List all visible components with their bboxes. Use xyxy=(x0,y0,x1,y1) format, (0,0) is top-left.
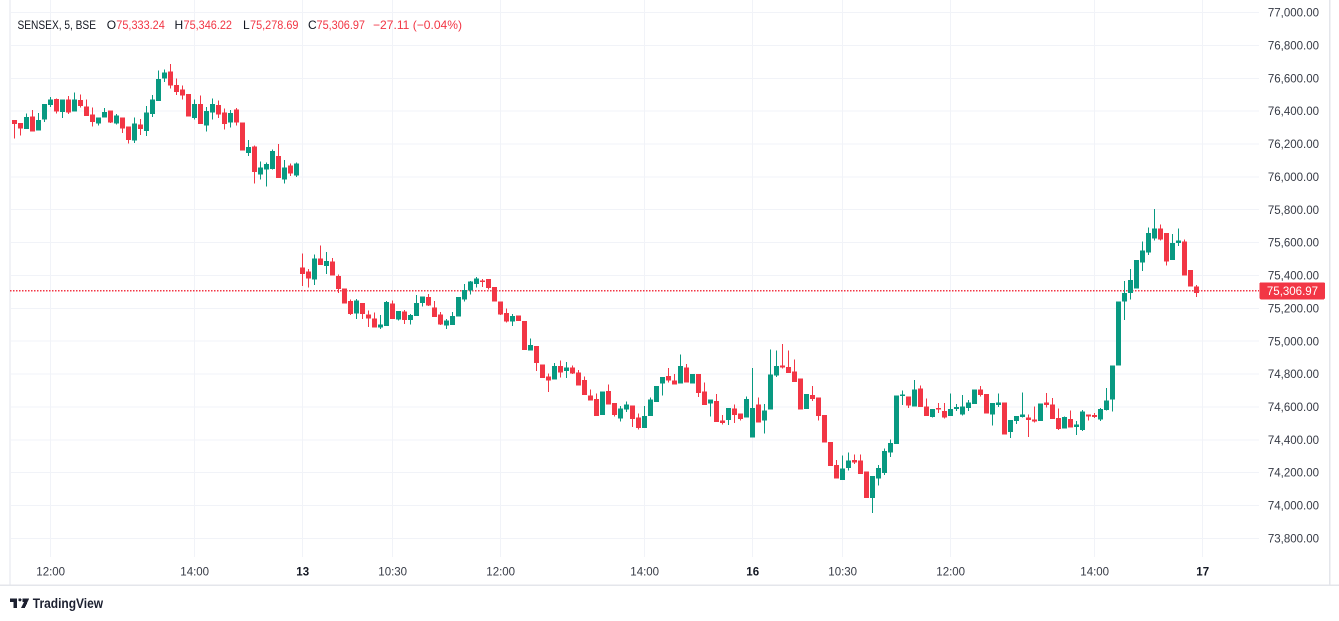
svg-text:76,200.00: 76,200.00 xyxy=(1268,139,1319,151)
svg-text:76,600.00: 76,600.00 xyxy=(1268,73,1319,85)
svg-text:C: C xyxy=(308,18,317,32)
svg-text:O: O xyxy=(107,18,116,32)
svg-text:L: L xyxy=(243,18,250,32)
svg-text:77,000.00: 77,000.00 xyxy=(1268,8,1319,20)
svg-text:76,000.00: 76,000.00 xyxy=(1268,172,1319,184)
svg-text:13: 13 xyxy=(296,566,309,578)
svg-text:75,306.97: 75,306.97 xyxy=(1267,286,1318,298)
svg-text:75,346.22: 75,346.22 xyxy=(184,18,233,32)
svg-text:12:00: 12:00 xyxy=(486,566,515,578)
svg-text:74,200.00: 74,200.00 xyxy=(1268,468,1319,480)
svg-text:12:00: 12:00 xyxy=(36,566,65,578)
svg-text:76,400.00: 76,400.00 xyxy=(1268,106,1319,118)
svg-text:14:00: 14:00 xyxy=(180,566,209,578)
svg-text:14:00: 14:00 xyxy=(630,566,659,578)
svg-text:75,000.00: 75,000.00 xyxy=(1268,336,1319,348)
svg-text:10:30: 10:30 xyxy=(378,566,407,578)
svg-text:75,306.97: 75,306.97 xyxy=(317,18,366,32)
svg-text:74,800.00: 74,800.00 xyxy=(1268,369,1319,381)
svg-text:75,333.24: 75,333.24 xyxy=(116,18,165,32)
svg-text:17: 17 xyxy=(1196,566,1209,578)
svg-text:75,400.00: 75,400.00 xyxy=(1268,271,1319,283)
svg-text:73,800.00: 73,800.00 xyxy=(1268,533,1319,545)
svg-text:75,200.00: 75,200.00 xyxy=(1268,303,1319,315)
svg-text:10:30: 10:30 xyxy=(828,566,857,578)
svg-text:74,000.00: 74,000.00 xyxy=(1268,501,1319,513)
svg-text:H: H xyxy=(175,18,184,32)
svg-text:14:00: 14:00 xyxy=(1080,566,1109,578)
svg-text:74,400.00: 74,400.00 xyxy=(1268,435,1319,447)
svg-text:16: 16 xyxy=(746,566,759,578)
svg-text:74,600.00: 74,600.00 xyxy=(1268,402,1319,414)
svg-text:12:00: 12:00 xyxy=(936,566,965,578)
svg-text:76,800.00: 76,800.00 xyxy=(1268,41,1319,53)
svg-text:TradingView: TradingView xyxy=(33,595,103,611)
svg-text:−27.11 (−0.04%): −27.11 (−0.04%) xyxy=(373,18,462,32)
svg-text:75,278.69: 75,278.69 xyxy=(250,18,299,32)
svg-text:75,600.00: 75,600.00 xyxy=(1268,238,1319,250)
svg-text:SENSEX, 5, BSE: SENSEX, 5, BSE xyxy=(18,18,97,32)
svg-text:75,800.00: 75,800.00 xyxy=(1268,205,1319,217)
